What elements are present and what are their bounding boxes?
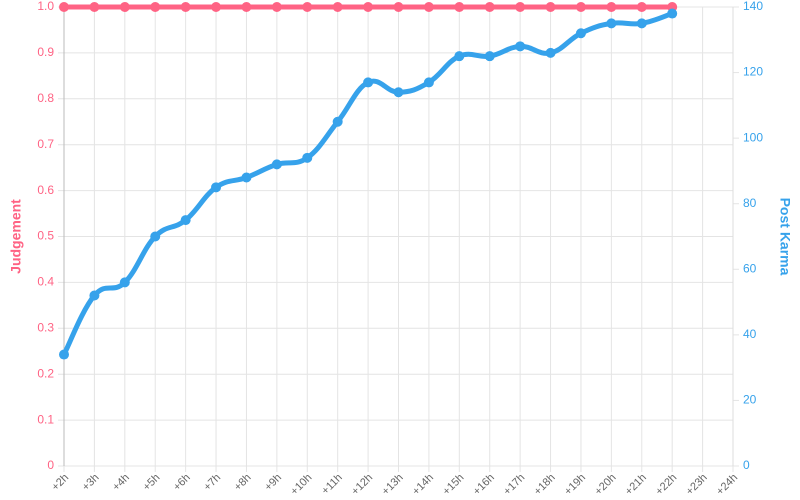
y2-tick-label: 40 — [743, 327, 757, 341]
data-point — [636, 2, 647, 12]
x-tick-label: +22h — [653, 472, 679, 498]
x-tick-label: +14h — [410, 472, 436, 498]
x-tick-label: +11h — [319, 472, 344, 497]
data-point — [119, 277, 130, 288]
y2-tick-label: 100 — [743, 130, 763, 144]
y2-tick-label: 140 — [743, 0, 763, 13]
x-tick-label: +5h — [141, 472, 163, 494]
data-point — [363, 77, 374, 88]
y-tick-label: 0.7 — [37, 137, 54, 151]
data-point — [180, 2, 191, 12]
data-point — [393, 2, 404, 12]
x-tick-label: +13h — [380, 472, 406, 498]
data-point — [454, 2, 465, 12]
data-point — [211, 182, 222, 193]
data-point — [59, 349, 69, 360]
data-point — [211, 2, 222, 12]
data-point — [150, 231, 161, 242]
y-tick-label: 0.9 — [37, 45, 54, 59]
data-point — [302, 152, 313, 163]
y2-tick-label: 80 — [743, 196, 757, 210]
x-tick-label: +23h — [684, 472, 710, 498]
x-tick-label: +17h — [501, 472, 527, 498]
data-point — [393, 87, 404, 98]
data-point — [332, 2, 343, 12]
data-point — [119, 2, 130, 12]
x-tick-label: +15h — [440, 472, 466, 498]
y-tick-label: 1.0 — [37, 0, 54, 13]
data-point — [575, 2, 586, 12]
y-tick-label: 0.3 — [37, 320, 54, 334]
data-point — [271, 159, 282, 170]
x-tick-label: +3h — [80, 472, 102, 494]
data-point — [241, 2, 252, 12]
y2-tick-label: 60 — [743, 261, 757, 275]
x-tick-label: +12h — [349, 472, 375, 498]
x-tick-label: +10h — [288, 472, 314, 498]
y-tick-label: 0.6 — [37, 183, 54, 197]
y2-tick-label: 120 — [743, 65, 763, 79]
x-tick-label: +21h — [623, 472, 649, 498]
data-point — [423, 77, 434, 88]
x-tick-label: +9h — [262, 472, 284, 494]
data-point — [89, 290, 100, 301]
data-point — [150, 2, 161, 12]
data-point — [241, 172, 252, 183]
y-tick-label: 0 — [47, 458, 54, 472]
y-tick-label: 0.5 — [37, 229, 54, 243]
data-point — [636, 18, 647, 29]
data-point — [667, 8, 678, 19]
y-tick-label: 0.1 — [37, 412, 54, 426]
x-tick-label: +6h — [171, 472, 193, 494]
data-point — [89, 2, 100, 12]
x-tick-label: +18h — [532, 472, 558, 498]
data-point — [180, 215, 191, 226]
x-tick-label: +19h — [562, 472, 588, 498]
data-point — [606, 18, 617, 29]
y-tick-label: 0.8 — [37, 91, 54, 105]
data-point — [271, 2, 282, 12]
x-tick-label: +4h — [110, 472, 132, 494]
y-tick-label: 0.2 — [37, 366, 54, 380]
data-point — [332, 116, 343, 127]
data-point — [59, 2, 69, 12]
x-tick-label: +24h — [714, 472, 740, 498]
data-point — [515, 41, 526, 52]
data-point — [515, 2, 526, 12]
y2-tick-label: 20 — [743, 393, 757, 407]
data-point — [575, 28, 586, 39]
data-point — [454, 51, 465, 62]
x-tick-label: +16h — [471, 472, 497, 498]
data-point — [545, 47, 556, 58]
y-axis-title: Judgement — [8, 199, 24, 274]
y2-axis-title: Post Karma — [777, 198, 793, 276]
x-tick-label: +2h — [49, 472, 71, 494]
data-point — [363, 2, 374, 12]
data-point — [484, 51, 495, 62]
x-tick-label: +20h — [593, 472, 619, 498]
data-point — [545, 2, 556, 12]
y2-tick-label: 0 — [743, 458, 750, 472]
data-point — [423, 2, 434, 12]
x-tick-label: +8h — [232, 472, 254, 494]
data-point — [484, 2, 495, 12]
y-tick-label: 0.4 — [37, 275, 54, 289]
x-tick-label: +7h — [202, 472, 224, 494]
data-point — [606, 2, 617, 12]
data-point — [302, 2, 313, 12]
